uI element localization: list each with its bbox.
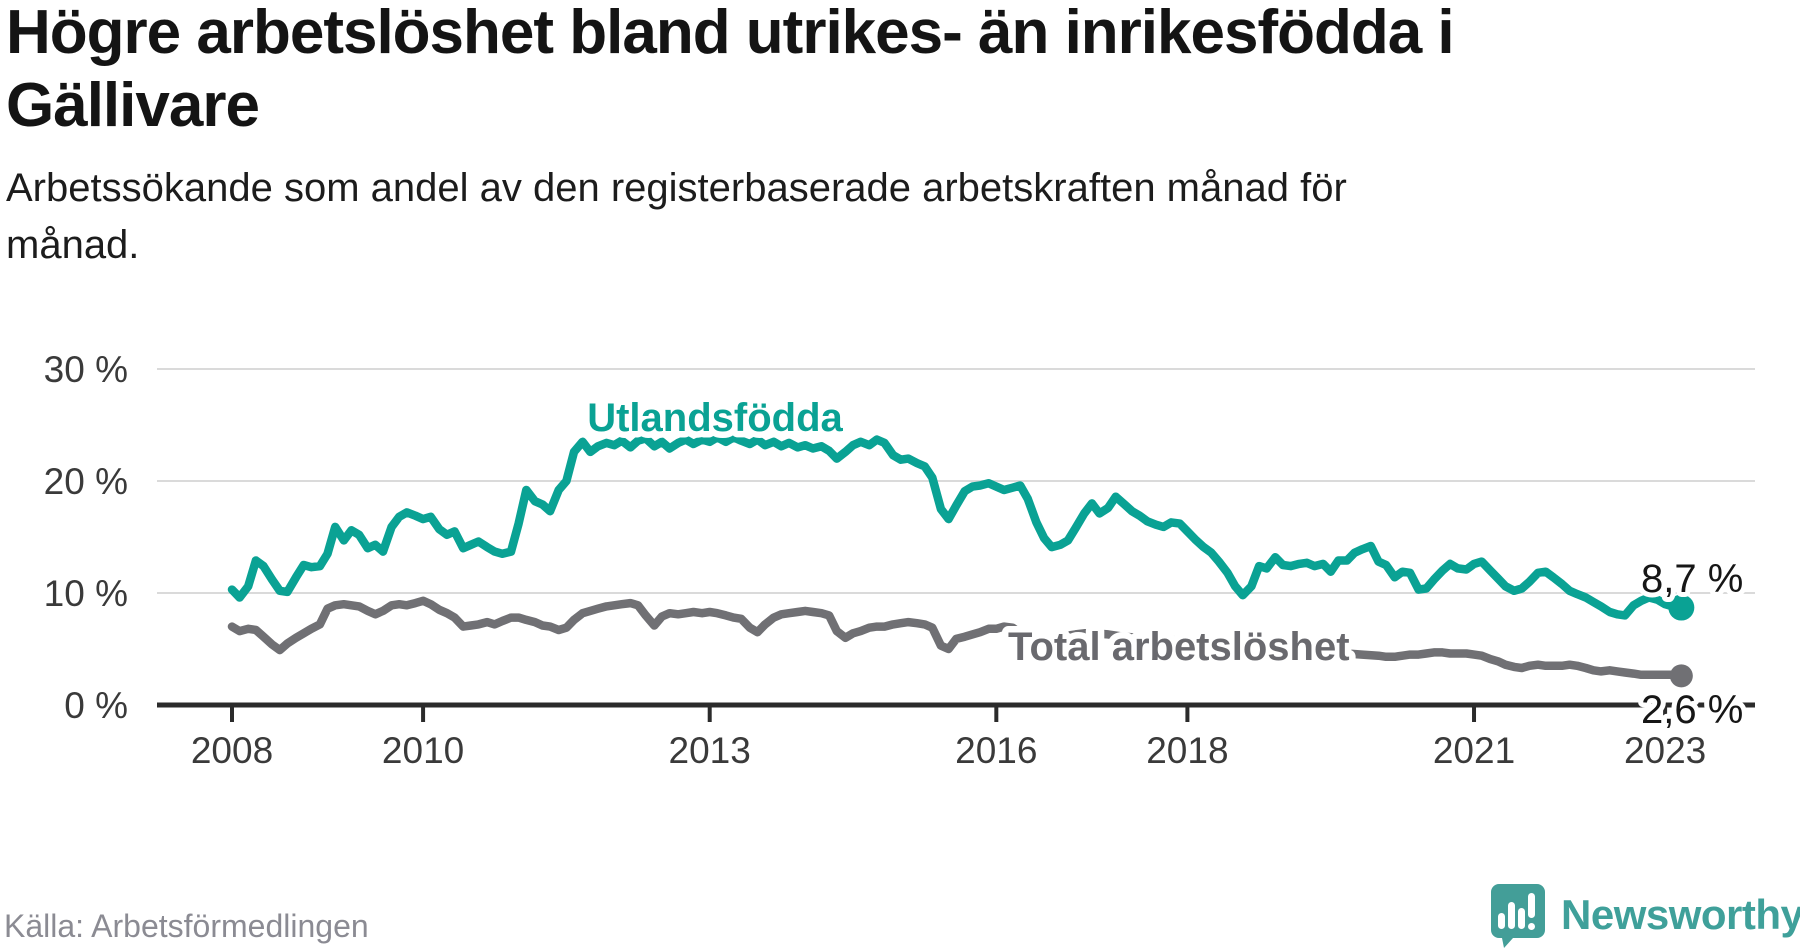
brand-logo: Newsworthy — [1489, 882, 1800, 948]
x-tick-label: 2013 — [669, 730, 751, 771]
end-value-label-total: 2,6 % — [1641, 688, 1743, 732]
x-tick-label: 2008 — [191, 730, 273, 771]
x-tick-label: 2021 — [1433, 730, 1515, 771]
chart-subtitle: Arbetssökande som andel av den registerb… — [6, 166, 1347, 267]
y-tick-label: 20 % — [44, 461, 128, 502]
series-end-dot-total — [1669, 664, 1693, 688]
series-line-total — [227, 596, 1686, 681]
y-tick-label: 10 % — [44, 573, 128, 614]
page-title: Högre arbetslöshet bland utrikes- än inr… — [6, 0, 1455, 141]
x-tick-label: 2018 — [1146, 730, 1228, 771]
x-tick-label: 2010 — [382, 730, 464, 771]
end-value-label-utlandsfodda: 8,7 % — [1641, 557, 1743, 601]
y-tick-label: 0 % — [64, 685, 128, 726]
series-label-utlandsfodda: Utlandsfödda — [587, 396, 843, 440]
x-tick-label: 2023 — [1624, 730, 1706, 771]
x-tick-label: 2016 — [955, 730, 1037, 771]
source-note: Källa: Arbetsförmedlingen — [4, 908, 369, 944]
y-tick-label: 30 % — [44, 349, 128, 390]
series-label-total: Total arbetslöshet — [1008, 625, 1350, 669]
brand-name: Newsworthy — [1561, 891, 1800, 938]
speech-bubble-bar-chart-icon — [1491, 884, 1545, 948]
series-line-utlandsfodda — [227, 433, 1686, 620]
series-end-dot-utlandsfodda — [1668, 594, 1695, 621]
